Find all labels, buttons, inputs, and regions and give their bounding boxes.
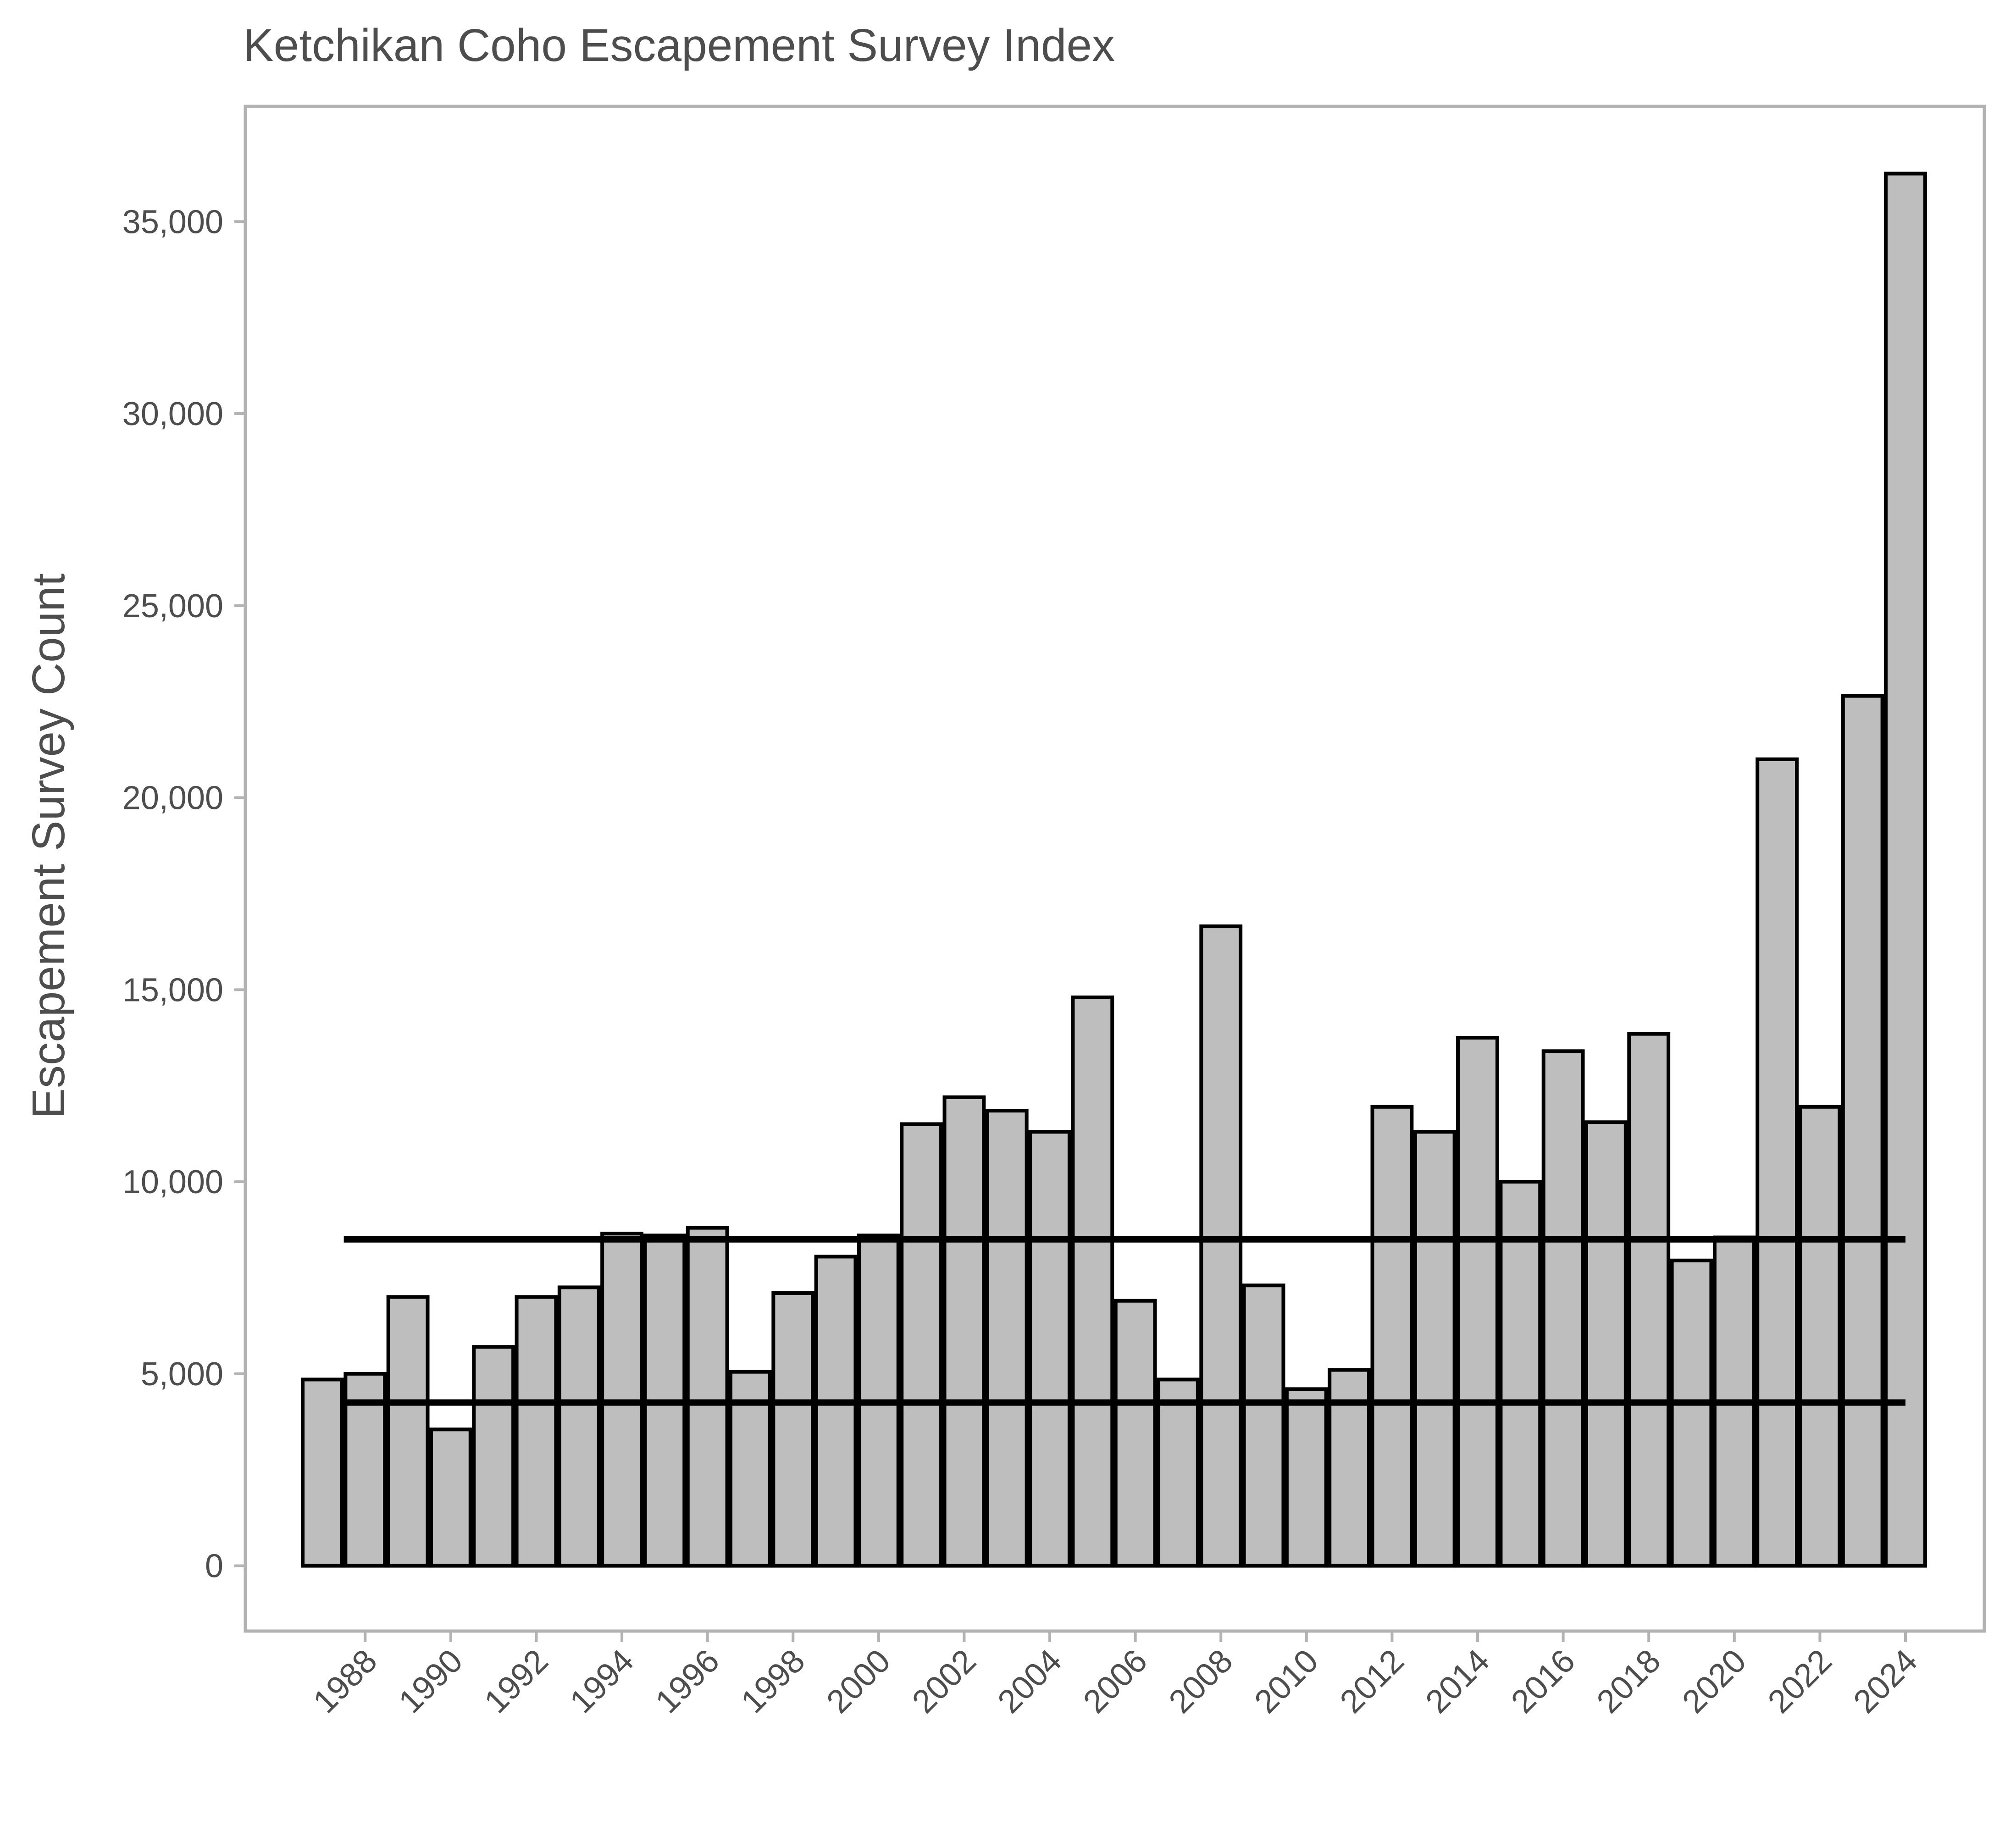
y-tick-label: 25,000 — [122, 588, 223, 625]
bar-2003 — [985, 1109, 1029, 1568]
bar-2021 — [1756, 757, 1799, 1568]
bar-2017 — [1584, 1120, 1628, 1568]
x-tick-label: 2000 — [820, 1643, 897, 1720]
x-tick-label: 1988 — [306, 1643, 384, 1720]
bar-2005 — [1071, 996, 1114, 1568]
bar-1992 — [515, 1295, 558, 1568]
y-tick-label: 15,000 — [122, 972, 223, 1008]
y-axis-label: Escapement Survey Count — [23, 573, 74, 1119]
bar-2011 — [1328, 1368, 1371, 1568]
x-tick-label: 2004 — [991, 1643, 1069, 1720]
bar-2008 — [1199, 924, 1243, 1568]
bar-2010 — [1285, 1387, 1328, 1568]
x-tick-label: 2018 — [1590, 1643, 1668, 1720]
bar-2013 — [1413, 1130, 1457, 1568]
reference-lines — [343, 1236, 1905, 1406]
bar-2015 — [1499, 1180, 1542, 1568]
bar-2001 — [900, 1122, 943, 1568]
bar-1990 — [429, 1427, 472, 1568]
bar-2004 — [1028, 1130, 1071, 1568]
bar-1998 — [771, 1291, 815, 1568]
x-tick-label: 2002 — [905, 1643, 983, 1720]
bar-1993 — [557, 1285, 601, 1568]
bar-1987 — [301, 1377, 344, 1568]
x-tick-label: 2020 — [1675, 1643, 1753, 1720]
bar-2024 — [1884, 171, 1927, 1568]
bar-2006 — [1113, 1299, 1157, 1568]
bar-2018 — [1627, 1032, 1671, 1568]
chart-title: Ketchikan Coho Escapement Survey Index — [243, 20, 1115, 71]
y-axis: 0 5,000 10,000 15,000 20,000 25,000 30,000 35,0… — [122, 204, 245, 1585]
y-tick-label: 5,000 — [141, 1356, 223, 1393]
x-tick-label: 1990 — [392, 1643, 470, 1720]
plot-panel-border — [244, 105, 1986, 1633]
bar-2023 — [1841, 694, 1884, 1568]
bar-1989 — [386, 1295, 430, 1568]
bar-2012 — [1370, 1105, 1414, 1568]
bar-2019 — [1670, 1258, 1713, 1568]
bar-1996 — [686, 1226, 729, 1568]
x-tick-label: 1992 — [477, 1643, 555, 1720]
bar-1999 — [814, 1255, 858, 1568]
y-tick-label: 20,000 — [122, 780, 223, 817]
y-tick-label: 30,000 — [122, 396, 223, 432]
x-tick-label: 2008 — [1162, 1643, 1240, 1720]
x-tick-label: 1994 — [563, 1643, 641, 1720]
x-tick-label: 2024 — [1846, 1643, 1924, 1720]
y-tick-label: 10,000 — [122, 1164, 223, 1200]
x-tick-label: 1996 — [648, 1643, 726, 1720]
bar-2016 — [1541, 1049, 1585, 1568]
bar-2007 — [1157, 1377, 1200, 1568]
bar-series — [301, 171, 1927, 1568]
x-axis: 1988 1990 1992 1994 1996 1998 2000 2002 2004 2006… — [306, 1631, 1924, 1720]
y-tick-label: 0 — [205, 1548, 223, 1585]
x-tick-label: 2016 — [1504, 1643, 1582, 1720]
x-tick-label: 2006 — [1076, 1643, 1154, 1720]
x-tick-label: 2012 — [1333, 1643, 1411, 1720]
bar-2022 — [1798, 1105, 1842, 1568]
bar-2009 — [1242, 1283, 1285, 1568]
x-tick-label: 2014 — [1419, 1643, 1497, 1720]
y-tick-label: 35,000 — [122, 204, 223, 240]
bar-2014 — [1456, 1036, 1499, 1568]
bar-2002 — [942, 1095, 986, 1568]
x-tick-label: 2022 — [1761, 1643, 1839, 1720]
x-tick-label: 2010 — [1247, 1643, 1325, 1720]
x-tick-label: 1998 — [734, 1643, 812, 1720]
bar-1991 — [472, 1345, 515, 1568]
